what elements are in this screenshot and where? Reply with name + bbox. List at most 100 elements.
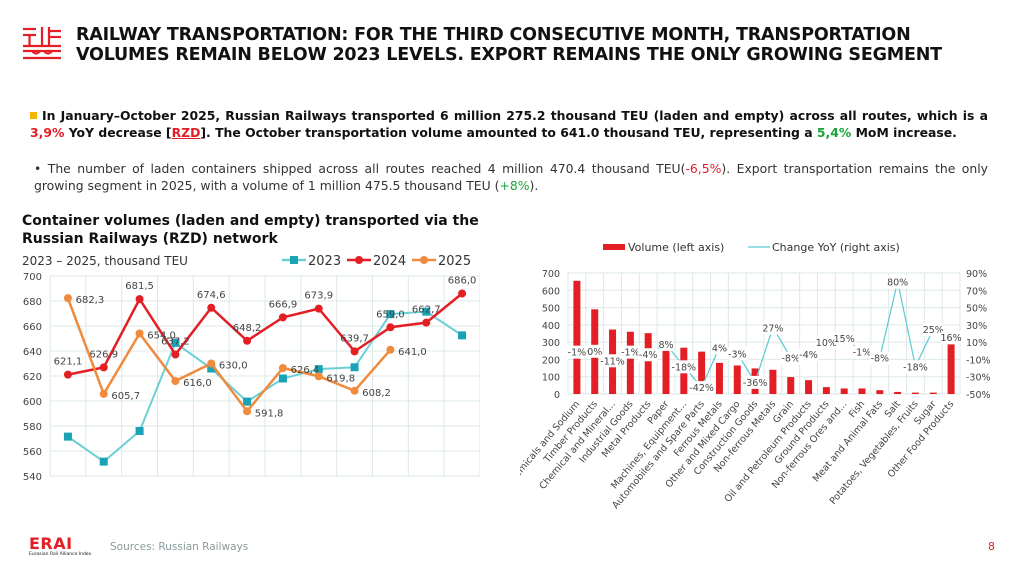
yoy-data-label: 25% (923, 325, 944, 336)
data-label-2024: 648,2 (233, 323, 262, 334)
data-label-bg (566, 345, 587, 359)
yoy-data-label: -4% (799, 350, 818, 361)
bar (876, 390, 884, 394)
text: The number of laden containers shipped a… (47, 161, 686, 176)
data-label-bg (727, 347, 748, 361)
data-point-2024 (278, 313, 287, 322)
data-point-2024 (350, 347, 359, 356)
data-point-2025 (171, 377, 180, 385)
y-tick-label: 620 (23, 372, 42, 383)
data-label-bg (599, 354, 626, 368)
series-line-2025 (66, 297, 392, 414)
data-label-2025: 605,7 (111, 391, 140, 402)
text: ). Export transportation remains the onl… (34, 161, 989, 193)
data-point-2023 (278, 374, 287, 383)
legend-marker (290, 256, 298, 264)
data-point-2023 (135, 427, 144, 435)
y-tick-label: 600 (542, 286, 560, 297)
data-point-2023 (207, 364, 216, 373)
bar (733, 365, 741, 394)
data-point-2023 (422, 307, 431, 316)
y-tick-label: 300 (542, 338, 560, 349)
mom-increase-value: 5,4% (816, 125, 852, 140)
series-line-2024 (67, 292, 463, 376)
data-label-2025: 682,3 (76, 295, 105, 306)
bar (929, 392, 937, 394)
y2-tick-label: -10% (966, 355, 991, 366)
text: MoM increase. (851, 125, 957, 140)
y2-tick-label: 50% (966, 304, 987, 315)
data-label-2024: 666,9 (269, 299, 298, 310)
data-label-bg (941, 330, 962, 344)
legend-label-yoy: Change YoY (right axis) (772, 241, 900, 254)
y-tick-label: 700 (542, 269, 560, 280)
data-label-bg (780, 351, 801, 365)
data-label-2025: 591,8 (255, 408, 284, 419)
data-label-2024: 659,0 (376, 309, 405, 320)
data-point-2023 (171, 338, 180, 347)
railway-icon (23, 27, 61, 60)
yoy-data-label: 4% (712, 343, 727, 354)
data-point-2024 (243, 336, 252, 345)
data-point-2025 (314, 372, 323, 381)
bar (662, 350, 670, 394)
data-point-2023 (243, 397, 252, 406)
y-tick-label: 600 (23, 397, 42, 408)
data-point-2025 (135, 329, 144, 338)
yoy-decrease-value: 3,9% (30, 125, 65, 140)
yoy-data-label: 80% (887, 278, 908, 289)
data-label-2024: 681,5 (125, 281, 154, 292)
data-point-2024 (135, 295, 144, 304)
data-point-2025 (63, 294, 72, 303)
y-tick-label: 680 (23, 297, 42, 308)
data-point-2024 (314, 304, 323, 313)
y2-tick-label: 30% (966, 321, 987, 332)
summary-paragraph: In January–October 2025, Russian Railway… (30, 107, 988, 141)
data-point-2025 (386, 345, 395, 354)
laden-change-value: -6,5% (685, 161, 722, 176)
data-label-2024: 662,7 (412, 305, 441, 316)
rzd-link[interactable]: RZD (171, 125, 201, 140)
text: In January–October 2025, Russian Railway… (42, 108, 988, 123)
bullet-dot-icon: • (34, 161, 48, 176)
data-point-2024 (99, 363, 108, 372)
data-point-2024 (207, 303, 216, 312)
data-label-bg (869, 351, 890, 365)
data-label-2024: 673,9 (304, 291, 333, 302)
data-label-2024: 621,1 (54, 357, 83, 368)
text: ). (529, 178, 539, 193)
data-point-2023 (386, 310, 395, 319)
bar (840, 388, 848, 394)
yoy-data-label: -1% (568, 348, 587, 359)
data-label-2024: 626,9 (89, 349, 118, 360)
data-label-2024: 674,6 (197, 290, 226, 301)
page-number: 8 (988, 540, 995, 553)
data-label-bg (712, 341, 727, 355)
y-tick-label: 0 (554, 390, 560, 401)
text: YoY decrease [ (64, 125, 172, 140)
bar (573, 280, 581, 394)
data-label-bg (620, 345, 641, 359)
data-point-2023 (99, 457, 108, 466)
data-label-2025: 641,0 (398, 347, 427, 358)
page-title: RAILWAY TRANSPORTATION: FOR THE THIRD CO… (76, 25, 942, 65)
yoy-data-label: -36% (743, 378, 768, 389)
yoy-data-label: 16% (941, 333, 962, 344)
yoy-data-label: -8% (781, 354, 800, 365)
line-chart-subtitle: 2023 – 2025, thousand TEU (22, 254, 188, 268)
y-tick-label: 540 (23, 472, 42, 480)
logo-text: ERAI (29, 534, 73, 553)
data-label-2025: 626,4 (291, 365, 320, 376)
bar (894, 391, 902, 394)
bar (698, 351, 706, 394)
bar (715, 362, 723, 394)
line-chart: 5405605806006206406606807000102030405060… (23, 254, 480, 480)
yoy-data-label: 0% (587, 347, 602, 358)
yoy-data-label: 8% (658, 340, 673, 351)
data-point-2025 (99, 389, 108, 398)
data-label-2025: 630,0 (219, 361, 248, 372)
y2-tick-label: 10% (966, 338, 987, 349)
legend-marker (420, 256, 428, 264)
data-label-bg (670, 360, 697, 374)
